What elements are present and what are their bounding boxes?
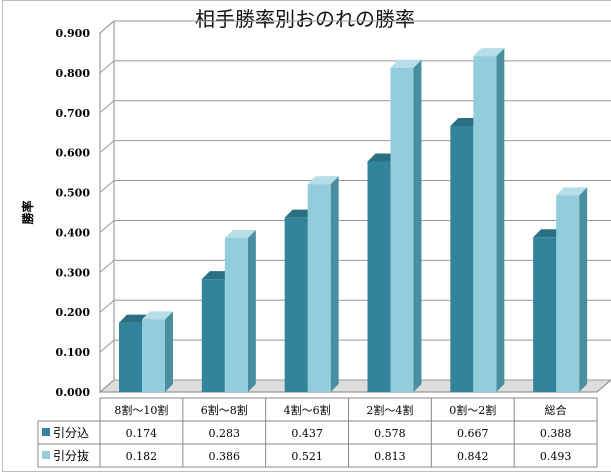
legend-swatch xyxy=(42,451,50,459)
y-tick-label: 0.900 xyxy=(56,27,91,40)
y-tick-label: 0.100 xyxy=(56,346,91,359)
bar-引分込 xyxy=(284,217,308,392)
data-label: 0.493 xyxy=(540,450,572,463)
data-label: 0.182 xyxy=(126,450,158,463)
category-label: 2割～4割 xyxy=(366,403,413,417)
gridline xyxy=(99,20,611,34)
category-label: 総合 xyxy=(545,403,567,417)
data-label: 0.578 xyxy=(374,427,406,440)
bar-side xyxy=(165,311,173,392)
data-label: 0.813 xyxy=(374,450,406,463)
bar-top xyxy=(556,187,588,196)
y-tick-label: 0.200 xyxy=(56,306,91,319)
bar-引分抜 xyxy=(390,67,414,392)
data-label: 0.388 xyxy=(540,427,572,440)
bar-side xyxy=(579,187,588,392)
bar-引分抜 xyxy=(142,319,165,392)
chart-title: 相手勝率別おのれの勝率 xyxy=(195,7,415,31)
bar-top xyxy=(224,230,256,239)
bar-top xyxy=(390,59,422,68)
data-label: 0.283 xyxy=(209,427,241,440)
y-tick-label: 0.500 xyxy=(56,187,91,200)
data-label: 0.667 xyxy=(457,427,489,440)
y-tick-label: 0.400 xyxy=(56,226,91,239)
y-tick-label: 0.300 xyxy=(56,266,91,279)
bar-top xyxy=(473,48,505,57)
bar-side xyxy=(330,176,339,392)
bar-引分抜 xyxy=(473,56,497,392)
bar-引分込 xyxy=(201,279,225,392)
category-label: 8割～10割 xyxy=(114,403,168,417)
bar-side xyxy=(413,59,422,392)
data-label: 0.437 xyxy=(291,427,323,440)
bar-引分込 xyxy=(450,125,474,393)
y-tick-label: 0.000 xyxy=(56,386,91,399)
legend-swatch xyxy=(42,428,50,436)
gridline xyxy=(99,339,611,353)
y-tick-label: 0.800 xyxy=(56,67,91,80)
bar-引分抜 xyxy=(307,184,331,392)
category-label: 4割～6割 xyxy=(284,403,331,417)
data-label: 0.386 xyxy=(209,450,241,463)
legend-label: 引分抜 xyxy=(53,449,89,463)
legend-label: 引分込 xyxy=(53,426,89,440)
category-label: 0割～2割 xyxy=(449,403,496,417)
data-label: 0.174 xyxy=(126,427,158,440)
gridline xyxy=(99,100,611,114)
gridline xyxy=(99,60,611,74)
data-label: 0.842 xyxy=(457,450,489,463)
bar-side xyxy=(247,230,256,392)
bar-引分込 xyxy=(367,161,391,392)
bar-引分抜 xyxy=(556,195,580,392)
bar-top xyxy=(307,176,339,185)
y-tick-label: 0.600 xyxy=(56,147,91,160)
data-label: 0.521 xyxy=(291,450,323,463)
bar-引分込 xyxy=(119,322,142,392)
bar-引分込 xyxy=(533,237,557,392)
gridline xyxy=(99,180,611,193)
gridline xyxy=(99,299,611,313)
left-wall xyxy=(99,19,115,394)
bar-top xyxy=(142,311,173,320)
gridline xyxy=(99,379,611,393)
gridline xyxy=(99,259,611,273)
gridline xyxy=(99,140,611,154)
bar-side xyxy=(496,48,505,392)
y-axis-label: 勝率 xyxy=(20,200,35,224)
category-label: 6割～8割 xyxy=(201,403,248,417)
y-tick-label: 0.700 xyxy=(56,107,91,120)
bar-引分抜 xyxy=(224,238,248,392)
gridline xyxy=(99,219,611,233)
